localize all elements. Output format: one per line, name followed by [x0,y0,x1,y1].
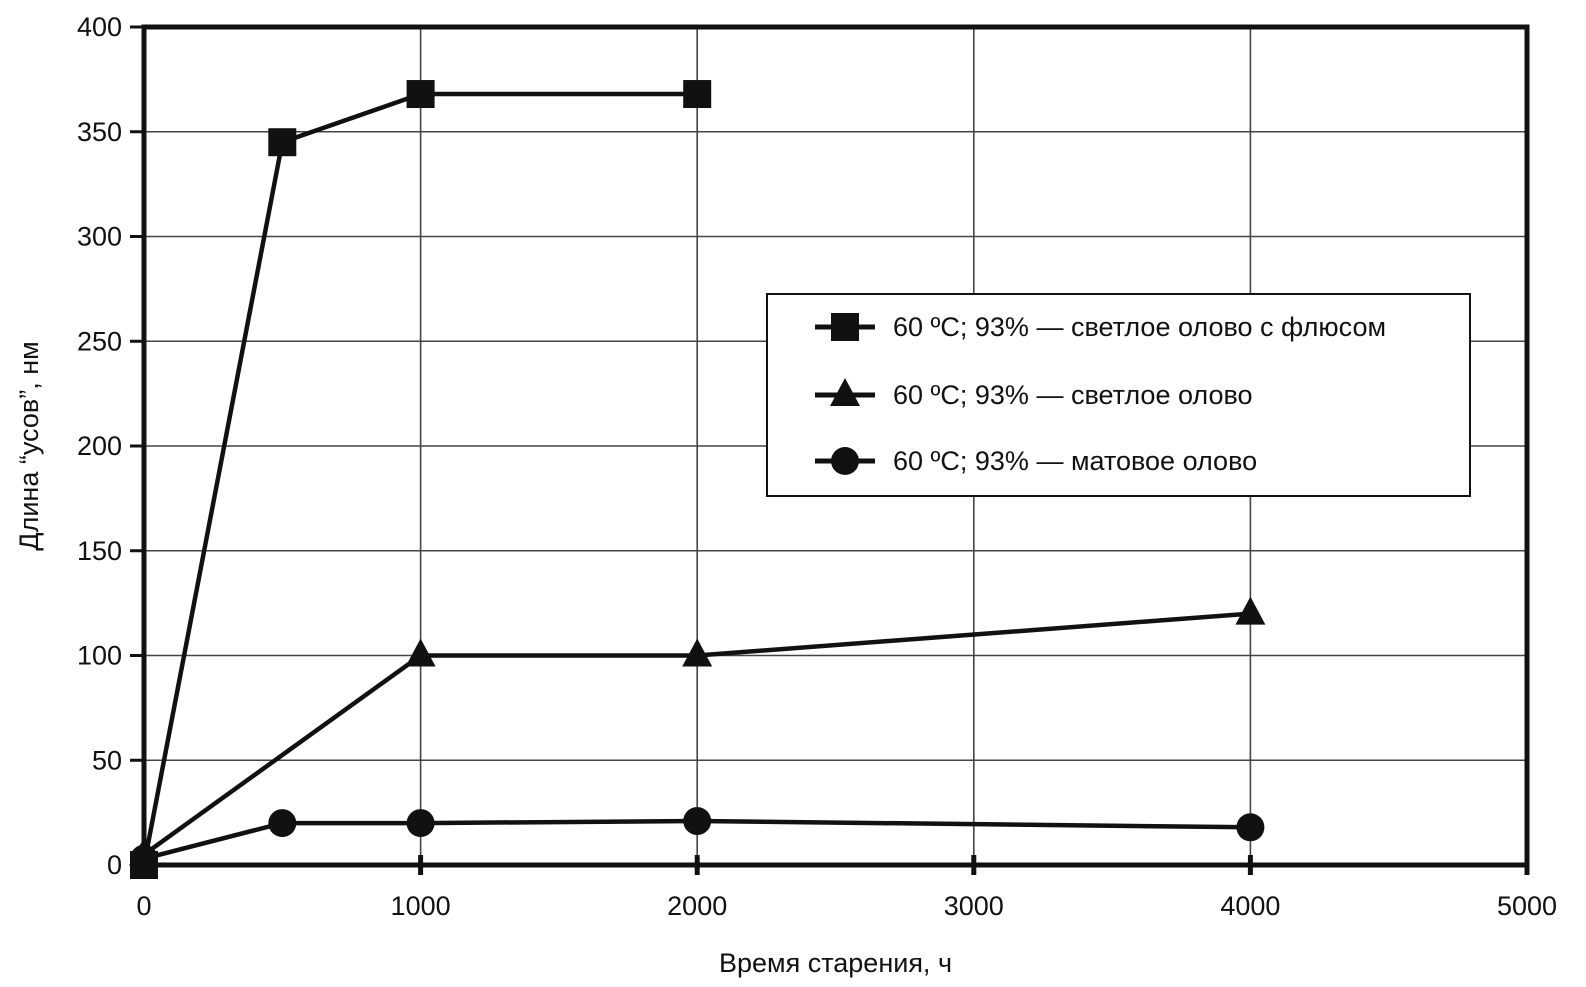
data-point-circle [268,809,297,838]
data-point-circle [406,809,435,838]
data-point-circle [683,807,712,836]
y-tick-label: 250 [77,326,122,356]
legend-item: 60 ºC; 93% — светлое олово с флюсом [815,312,1386,342]
y-tick-label: 350 [77,117,122,147]
legend-label: 60 ºC; 93% — матовое олово [893,446,1257,476]
legend-item: 60 ºC; 93% — матовое олово [815,446,1257,476]
y-axis-title: Длина “усов”, нм [14,341,44,550]
x-tick-label: 0 [136,891,151,921]
legend-label: 60 ºC; 93% — светлое олово [893,380,1253,410]
legend-box [766,293,1471,497]
y-tick-label: 0 [107,850,122,880]
y-tick-label: 50 [92,745,122,775]
data-point-triangle [405,638,436,667]
data-point-triangle [1235,596,1266,625]
data-point-square [683,80,712,109]
x-axis-title: Время старения, ч [719,948,952,978]
y-tick-label: 400 [77,12,122,42]
x-tick-label: 1000 [391,891,451,921]
y-tick-label: 200 [77,431,122,461]
data-point-circle [1236,813,1265,842]
data-point-triangle [682,638,713,667]
y-tick-label: 150 [77,536,122,566]
data-point-square [268,128,297,157]
legend-marker-circle [831,447,859,475]
series-line [141,91,698,866]
data-point-square [406,80,435,109]
x-tick-label: 2000 [667,891,727,921]
legend-marker-square [831,313,859,341]
legend-label: 60 ºC; 93% — светлое олово с флюсом [893,312,1386,342]
legend-item: 60 ºC; 93% — светлое олово [815,378,1253,410]
y-tick-label: 300 [77,222,122,252]
x-tick-label: 3000 [944,891,1004,921]
x-tick-label: 4000 [1220,891,1280,921]
series-circle [130,807,1265,873]
legend: 60 ºC; 93% — светлое олово с флюсом 60 ºC… [766,293,1471,497]
series-line [142,611,1251,857]
y-tick-label: 100 [77,641,122,671]
data-point-circle [130,844,158,873]
legend-marker-triangle [830,378,860,406]
x-tick-label: 5000 [1497,891,1557,921]
series-layer [129,80,1266,879]
